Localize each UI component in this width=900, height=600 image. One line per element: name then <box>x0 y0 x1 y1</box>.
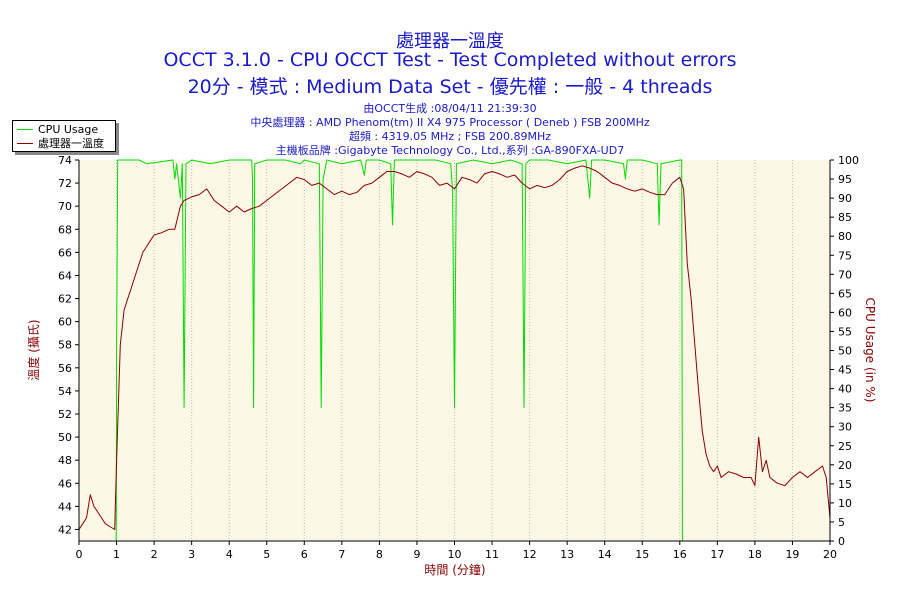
y-right-tick-label: 45 <box>838 364 852 377</box>
chart-subtitle-mode: 20分 - 模式 : Medium Data Set - 優先權 : 一般 - … <box>187 76 713 98</box>
y-left-tick-label: 64 <box>58 269 72 282</box>
y-left-tick-label: 66 <box>58 246 72 259</box>
series-line-temperature <box>78 165 831 530</box>
x-tick-label: 5 <box>263 548 270 561</box>
y-right-tick-label: 75 <box>838 249 852 262</box>
y-right-tick-label: 5 <box>838 516 845 529</box>
y-right-tick-label: 10 <box>838 497 852 510</box>
y-right-tick-label: 40 <box>838 383 852 396</box>
x-tick-label: 10 <box>448 548 462 561</box>
y-right-tick-label: 60 <box>838 306 852 319</box>
y-right-tick-label: 70 <box>838 268 852 281</box>
y-right-tick-label: 35 <box>838 402 852 415</box>
x-tick-label: 1 <box>113 548 120 561</box>
y-right-tick-label: 90 <box>838 192 852 205</box>
legend-item-temperature: 處理器一溫度 <box>17 136 104 150</box>
y-left-tick-label: 72 <box>58 177 72 190</box>
y-left-tick-label: 54 <box>58 385 72 398</box>
y-right-tick-label: 20 <box>838 459 852 472</box>
x-tick-label: 4 <box>226 548 233 561</box>
legend-swatch-temperature <box>17 142 33 144</box>
x-tick-label: 16 <box>673 548 687 561</box>
y-left-tick-label: 44 <box>58 500 72 513</box>
x-tick-label: 11 <box>485 548 499 561</box>
info-generated: 由OCCT生成 :08/04/11 21:39:30 <box>363 102 537 115</box>
y-axis-left-label: 溫度 (攝氏) <box>26 319 41 380</box>
y-right-tick-label: 50 <box>838 345 852 358</box>
y-right-tick-label: 0 <box>838 535 845 548</box>
y-right-tick-label: 30 <box>838 421 852 434</box>
series-line-cpu-usage <box>79 159 830 542</box>
legend-label-temperature: 處理器一溫度 <box>38 137 104 150</box>
chart-subtitle-test: OCCT 3.1.0 - CPU OCCT Test - Test Comple… <box>163 49 737 71</box>
y-axis-right-label: CPU Usage (in %) <box>863 298 877 403</box>
x-tick-label: 12 <box>523 548 537 561</box>
x-tick-label: 9 <box>413 548 420 561</box>
x-tick-label: 17 <box>710 548 724 561</box>
chart-title: 處理器一溫度 <box>396 31 504 52</box>
chart-legend: CPU Usage 處理器一溫度 <box>12 120 116 152</box>
y-right-tick-label: 85 <box>838 211 852 224</box>
x-tick-label: 2 <box>151 548 158 561</box>
y-left-tick-label: 58 <box>58 339 72 352</box>
x-tick-label: 14 <box>598 548 612 561</box>
y-right-tick-label: 80 <box>838 230 852 243</box>
plot-area <box>79 160 830 541</box>
y-left-tick-label: 56 <box>58 362 72 375</box>
x-tick-label: 3 <box>188 548 195 561</box>
info-overclock: 超頻 : 4319.05 MHz ; FSB 200.89MHz <box>348 130 552 143</box>
y-left-tick-label: 50 <box>58 431 72 444</box>
x-tick-label: 8 <box>376 548 383 561</box>
x-tick-label: 19 <box>785 548 799 561</box>
x-tick-label: 20 <box>823 548 837 561</box>
y-right-tick-label: 25 <box>838 440 852 453</box>
y-left-tick-label: 48 <box>58 454 72 467</box>
y-left-tick-label: 70 <box>58 200 72 213</box>
legend-item-cpu-usage: CPU Usage <box>17 122 98 136</box>
x-tick-label: 15 <box>635 548 649 561</box>
y-left-tick-label: 46 <box>58 477 72 490</box>
info-cpu: 中央處理器 : AMD Phenom(tm) II X4 975 Process… <box>250 116 650 129</box>
y-left-tick-label: 68 <box>58 223 72 236</box>
x-tick-label: 6 <box>301 548 308 561</box>
y-left-tick-label: 60 <box>58 316 72 329</box>
legend-label-cpu-usage: CPU Usage <box>38 122 99 136</box>
y-left-tick-label: 52 <box>58 408 72 421</box>
info-motherboard: 主機板品牌 :Gigabyte Technology Co., Ltd.,系列 … <box>275 144 625 157</box>
x-axis-label: 時間 (分鐘) <box>424 562 485 577</box>
x-tick-label: 7 <box>338 548 345 561</box>
y-right-tick-label: 65 <box>838 287 852 300</box>
y-left-tick-label: 42 <box>58 523 72 536</box>
y-left-tick-label: 62 <box>58 293 72 306</box>
y-right-tick-label: 55 <box>838 325 852 338</box>
x-tick-label: 13 <box>560 548 574 561</box>
y-right-tick-label: 15 <box>838 478 852 491</box>
y-right-tick-label: 95 <box>838 173 852 186</box>
x-tick-label: 18 <box>748 548 762 561</box>
x-tick-label: 0 <box>76 548 83 561</box>
legend-swatch-cpu-usage <box>17 128 33 130</box>
